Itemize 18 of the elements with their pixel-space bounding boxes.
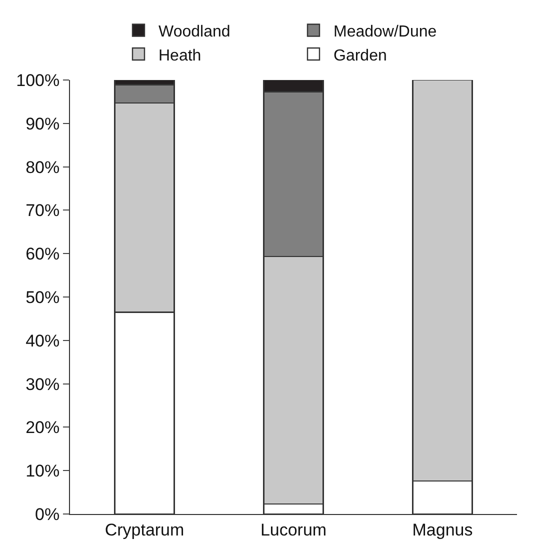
legend-label: Garden (334, 47, 387, 64)
x-tick-label: Lucorum (260, 520, 327, 540)
y-tick-label: 40% (26, 331, 60, 350)
y-tick-label: 20% (26, 418, 60, 438)
y-tick-label: 10% (26, 462, 60, 481)
x-tick-label: Magnus (412, 520, 473, 540)
x-tick-label: Cryptarum (104, 520, 184, 540)
y-tick-label: 30% (26, 374, 60, 394)
legend-label: Woodland (158, 23, 230, 40)
y-tick-label: 80% (26, 158, 60, 177)
y-tick-label: 0% (35, 504, 60, 524)
y-tick-label: 90% (26, 114, 60, 134)
y-tick-label: 100% (16, 70, 60, 90)
y-tick-label: 70% (26, 201, 60, 220)
y-tick-label: 50% (26, 288, 60, 307)
y-tick-label: 60% (26, 244, 60, 264)
legend-label: Heath (158, 47, 202, 64)
legend-label: Meadow/Dune (334, 23, 437, 40)
